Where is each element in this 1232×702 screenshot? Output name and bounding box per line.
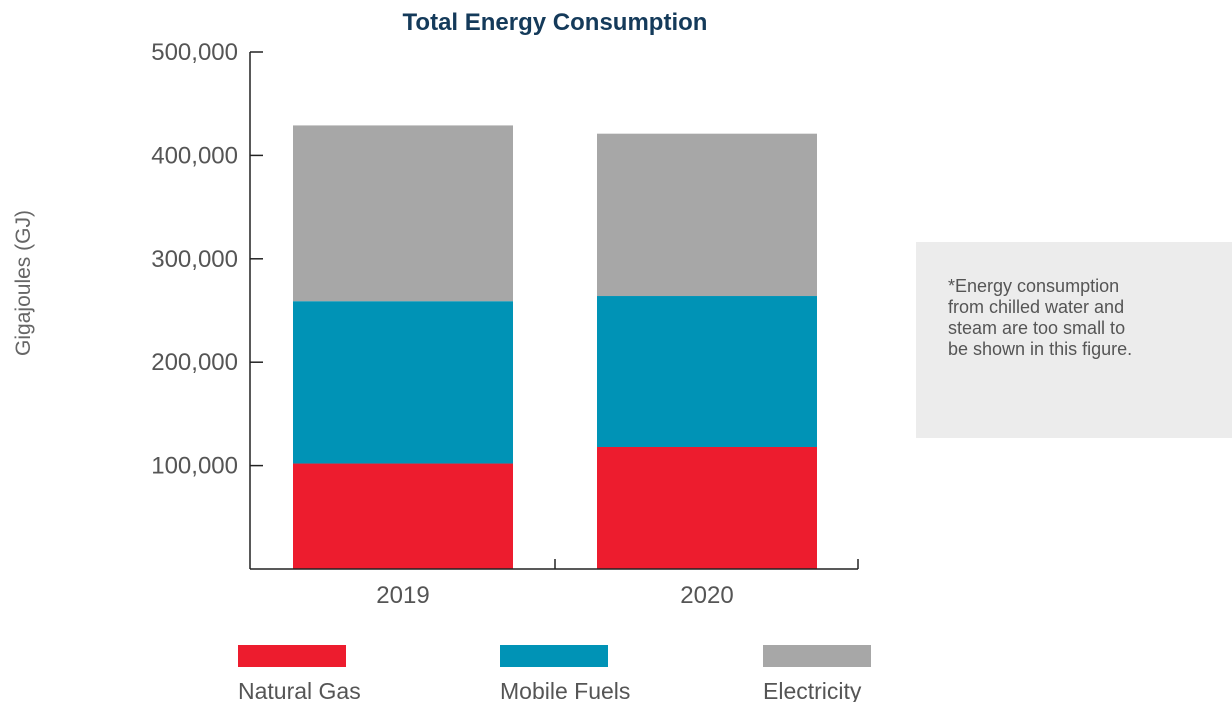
legend-swatch-natural-gas (238, 645, 346, 667)
bar-2019-electricity (293, 125, 513, 302)
bar-2020-mobile-fuels (597, 296, 817, 447)
x-tick-label: 2020 (680, 582, 733, 609)
footnote-line-3: steam are too small to (948, 318, 1126, 338)
y-tick-label: 400,000 (151, 142, 238, 169)
y-tick-label: 500,000 (151, 39, 238, 66)
footnote-line-4: be shown in this figure. (948, 339, 1133, 359)
legend-swatch-electricity (763, 645, 871, 667)
y-tick-label: 300,000 (151, 246, 238, 273)
legend: Natural Gas Mobile Fuels Electricity (238, 645, 871, 702)
footnote-line-1: *Energy consumption (948, 276, 1120, 296)
chart-title: Total Energy Consumption (403, 9, 708, 36)
legend-label-natural-gas: Natural Gas (238, 678, 361, 702)
bar-2020-natural-gas (597, 446, 817, 569)
legend-swatch-mobile-fuels (500, 645, 608, 667)
x-tick-labels-group: 2019 2020 (376, 582, 733, 609)
footnote-line-2: from chilled water and (948, 297, 1125, 317)
footnote-box: *Energy consumption from chilled water a… (916, 242, 1232, 438)
x-tick-label: 2019 (376, 582, 429, 609)
axes-group (249, 52, 859, 570)
y-tick-label: 200,000 (151, 349, 238, 376)
bar-2020-electricity (597, 133, 817, 297)
y-ticks-group: 100,000 200,000 300,000 400,000 500,000 (151, 39, 263, 480)
legend-label-electricity: Electricity (763, 678, 862, 702)
bar-2019-natural-gas (293, 463, 513, 569)
bars-group (293, 125, 817, 569)
bar-2019-mobile-fuels (293, 301, 513, 464)
legend-label-mobile-fuels: Mobile Fuels (500, 678, 630, 702)
y-axis-label: Gigajoules (GJ) (12, 210, 35, 356)
y-tick-label: 100,000 (151, 453, 238, 480)
